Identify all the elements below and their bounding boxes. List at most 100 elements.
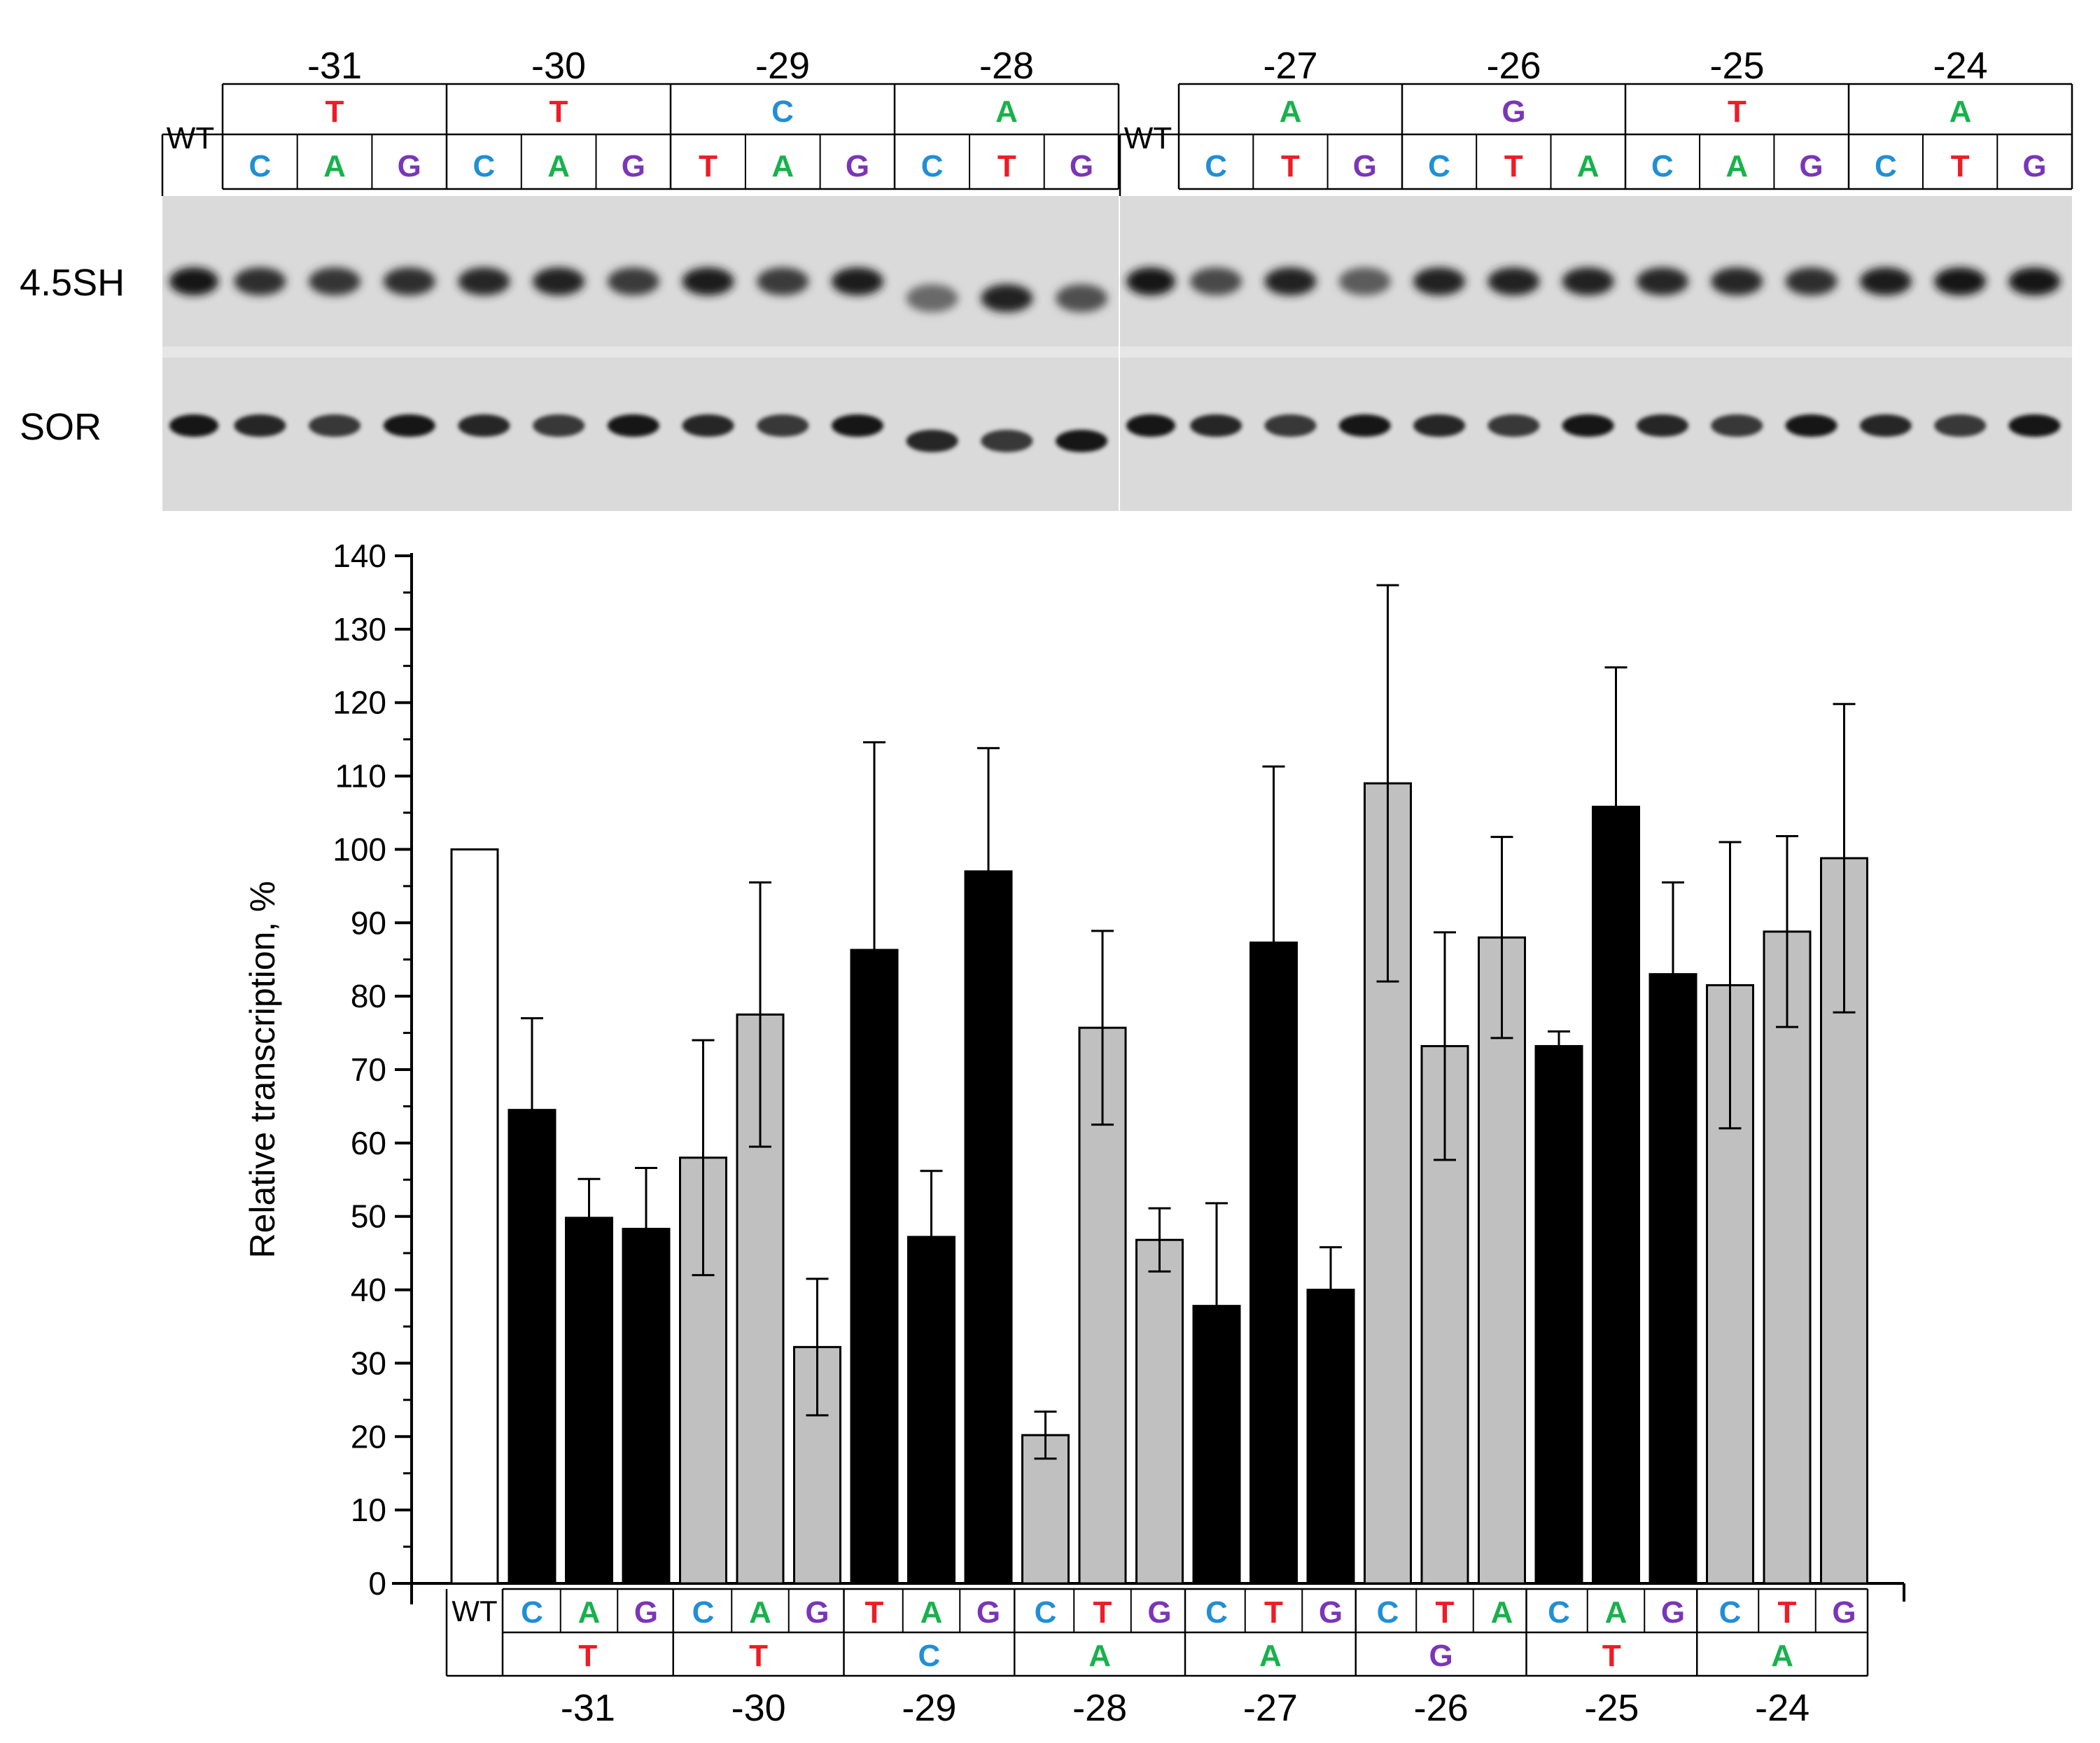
gel-band — [1413, 267, 1466, 295]
gel-position-label: -30 — [531, 45, 586, 87]
gel-original-nucleotide: T — [550, 94, 568, 129]
gel-band — [1785, 414, 1837, 437]
gel-band — [757, 414, 809, 437]
gel-mutant-nucleotide: G — [1070, 149, 1093, 183]
gel-band — [981, 284, 1033, 312]
gel-original-nucleotide: T — [1728, 94, 1746, 129]
gel-lane-gap — [1120, 346, 2072, 358]
y-tick-label: 100 — [332, 831, 386, 867]
gel-band — [1264, 267, 1317, 295]
x-mutant-nucleotide: C — [1205, 1595, 1228, 1630]
gel-band — [757, 267, 809, 295]
gel-mutant-nucleotide: T — [1951, 149, 1970, 183]
gel-mutant-nucleotide: A — [1726, 149, 1748, 183]
y-tick-label: 60 — [351, 1125, 386, 1161]
gel-position-label: -26 — [1486, 45, 1541, 87]
gel-band — [1859, 267, 1912, 295]
bar--28-C — [1021, 1434, 1070, 1585]
gel-mutant-nucleotide: A — [1577, 149, 1600, 183]
gel-band — [1338, 267, 1391, 295]
gel-original-nucleotide: A — [1280, 94, 1302, 129]
gel-band — [1636, 267, 1688, 295]
x-mutant-nucleotide: G — [805, 1595, 829, 1630]
gel-mutant-nucleotide: G — [1353, 149, 1377, 183]
x-original-nucleotide: G — [1429, 1639, 1453, 1673]
x-mutant-nucleotide: T — [1436, 1595, 1455, 1630]
band-label: 4.5SH — [20, 262, 125, 304]
gel-original-nucleotide: A — [995, 94, 1018, 129]
x-position-label: -26 — [1414, 1687, 1469, 1729]
gel-band — [533, 414, 585, 437]
x-mutant-nucleotide: G — [1832, 1595, 1856, 1630]
gel-band — [1934, 267, 1987, 295]
y-tick-label: 120 — [332, 685, 386, 721]
x-position-label: -27 — [1243, 1687, 1298, 1729]
gel-band — [234, 414, 286, 437]
y-tick-label: 130 — [332, 611, 386, 648]
gel-band — [2008, 267, 2061, 295]
gel-position-label: -25 — [1709, 45, 1764, 87]
bar--27-G — [1306, 1289, 1355, 1585]
x-mutant-nucleotide: C — [521, 1595, 543, 1630]
gel-band — [383, 414, 435, 437]
gel-lane-gap — [162, 346, 1119, 358]
x-mutant-nucleotide: G — [634, 1595, 658, 1630]
gel-band — [533, 267, 585, 295]
gel-band — [458, 267, 510, 295]
gel-band — [1562, 267, 1614, 295]
x-position-label: -24 — [1755, 1687, 1809, 1729]
x-mutant-nucleotide: C — [1719, 1595, 1742, 1630]
gel-original-nucleotide: G — [1502, 94, 1525, 129]
bar--24-T — [1763, 930, 1812, 1585]
gel-position-label: -28 — [979, 45, 1034, 87]
y-tick-label: 40 — [351, 1272, 386, 1308]
x-mutant-nucleotide: T — [1264, 1595, 1283, 1630]
gel-wt-label: WT — [167, 121, 214, 155]
x-mutant-nucleotide: A — [920, 1595, 943, 1630]
gel-wt-label: WT — [1124, 121, 1172, 155]
gel-mutant-nucleotide: T — [1281, 149, 1300, 183]
gel-band — [169, 267, 218, 295]
gel-mutant-nucleotide: A — [323, 149, 346, 183]
gel-band — [383, 267, 435, 295]
gel-position-label: -27 — [1263, 45, 1317, 87]
x-mutant-nucleotide: G — [976, 1595, 1000, 1630]
x-original-nucleotide: A — [1259, 1639, 1282, 1673]
gel-band — [1934, 414, 1987, 437]
gel-band — [458, 414, 510, 437]
gel-mutant-nucleotide: C — [1205, 149, 1227, 183]
gel-band — [1190, 267, 1242, 295]
gel-mutant-nucleotide: A — [547, 149, 570, 183]
x-mutant-nucleotide: A — [578, 1595, 601, 1630]
bar--26-A — [1478, 936, 1526, 1585]
x-original-nucleotide: T — [578, 1639, 597, 1673]
gel-band — [234, 267, 286, 295]
y-tick-label: 90 — [351, 904, 386, 941]
x-position-label: -28 — [1072, 1687, 1127, 1729]
gel-band — [1413, 414, 1466, 437]
gel-mutant-nucleotide: A — [771, 149, 794, 183]
x-mutant-nucleotide: C — [692, 1595, 715, 1630]
x-mutant-nucleotide: G — [1319, 1595, 1343, 1630]
gel-band — [1636, 414, 1688, 437]
x-mutant-nucleotide: C — [1377, 1595, 1399, 1630]
gel-band — [1056, 284, 1108, 312]
gel-mutant-nucleotide: C — [473, 149, 496, 183]
gel-mutant-nucleotide: G — [398, 149, 421, 183]
y-axis-title: Relative transcription, % — [243, 881, 282, 1258]
x-mutant-nucleotide: A — [1605, 1595, 1628, 1630]
y-tick-label: 140 — [332, 538, 386, 574]
y-tick-label: 10 — [351, 1492, 386, 1528]
x-original-nucleotide: C — [918, 1639, 940, 1673]
bar--25-C — [1534, 1044, 1583, 1585]
gel-band — [1264, 414, 1317, 437]
x-mutant-nucleotide: G — [1661, 1595, 1685, 1630]
x-original-nucleotide: T — [1602, 1639, 1621, 1673]
x-mutant-nucleotide: T — [1778, 1595, 1797, 1630]
gel-band — [1711, 267, 1763, 295]
gel-band — [906, 284, 958, 312]
y-tick-label: 20 — [351, 1418, 386, 1455]
y-tick-label: 50 — [351, 1198, 386, 1235]
band-label: SOR — [20, 406, 102, 448]
